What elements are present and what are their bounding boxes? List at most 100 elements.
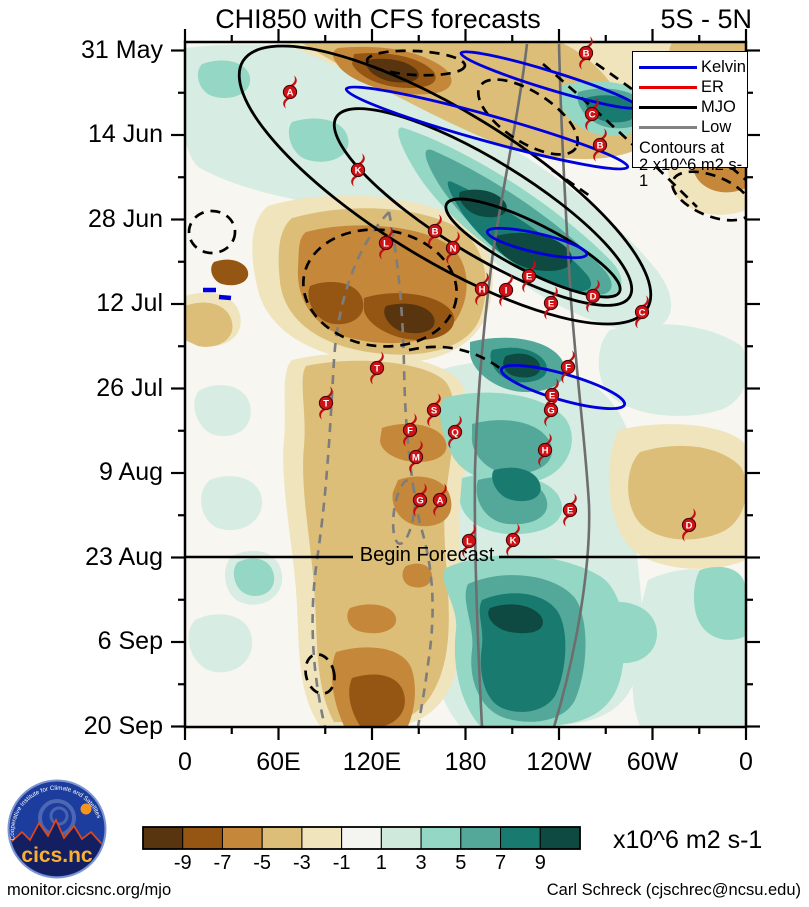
ellipse-shape [444, 197, 622, 299]
text-shape: S [431, 405, 437, 416]
path-shape [628, 445, 746, 540]
storm-marker-M: M [408, 440, 424, 474]
path-shape [579, 58, 588, 70]
path-shape [480, 272, 489, 284]
path-shape [585, 119, 594, 131]
x-tick-label: 60W [626, 748, 679, 776]
text-shape: H [479, 284, 486, 295]
logo-sun [80, 803, 92, 815]
colorbar-segment [261, 826, 303, 850]
text-shape: T [323, 398, 329, 409]
colorbar-tick-label: -3 [293, 852, 311, 874]
low-line-swatch [639, 125, 697, 129]
x-tick-label: 120E [342, 748, 402, 776]
chart-title: CHI850 with CFS forecasts [215, 4, 541, 34]
colorbar [142, 826, 581, 850]
x-tick-label: 120W [526, 748, 592, 776]
colorbar-tick-label: 3 [415, 852, 427, 874]
path-shape [188, 614, 253, 673]
contour-note-line1: Contours at [639, 139, 725, 157]
text-shape: L [466, 536, 472, 547]
text-shape: H [542, 445, 549, 456]
colorbar-units: x10^6 m2 s-1 [613, 826, 763, 854]
text-shape: L [383, 238, 389, 249]
circle-shape [474, 281, 490, 297]
colorbar-segment [420, 826, 462, 850]
path-shape [448, 437, 457, 449]
path-shape [640, 295, 649, 307]
path-shape [211, 259, 249, 286]
circle-shape [378, 235, 394, 251]
storm-marker-A: A [282, 75, 298, 109]
x-tick-label: 0 [739, 748, 753, 776]
text-shape: F [407, 425, 413, 436]
path-shape [598, 324, 746, 416]
colorbar-tick-label: 7 [494, 852, 507, 874]
path-shape [375, 351, 384, 363]
text-shape: B [583, 48, 590, 59]
colorbar-segment [460, 826, 502, 850]
circle-shape [447, 424, 463, 440]
colorbar-tick-label: -1 [332, 852, 351, 874]
path-shape [581, 52, 746, 182]
storm-marker-K: K [350, 153, 366, 187]
cicsnc-logo: cics.nc Cooperative Institute for Climat… [7, 779, 107, 879]
path-shape [349, 674, 405, 726]
y-tick-label: 20 Sep [83, 711, 163, 740]
y-tick-label: 6 Sep [97, 627, 163, 655]
path-shape [446, 253, 455, 265]
path-shape [402, 563, 432, 588]
storm-marker-B: B [427, 214, 443, 248]
path-shape [428, 236, 437, 248]
y-tick-label: 14 Jun [87, 120, 163, 148]
path-shape [488, 604, 543, 634]
text-shape: T [374, 363, 380, 374]
contour-note: Contours at 2 x10^6 m2 s-1 [639, 140, 747, 190]
circle-shape [461, 533, 477, 549]
text-shape: N [450, 243, 457, 254]
x-tick-label: 60E [256, 748, 301, 776]
path-shape [682, 530, 691, 542]
path-shape [549, 286, 558, 298]
ellipse-shape [485, 226, 589, 260]
text-shape: B [597, 140, 604, 151]
text-shape: D [590, 291, 597, 302]
colorbar-frame [142, 826, 581, 850]
colorbar-tick-label: -7 [213, 852, 232, 874]
circle-shape [408, 449, 424, 465]
colorbar-tick-label: -9 [173, 852, 192, 874]
logo-swirl-inner [49, 806, 69, 826]
circle-shape [402, 422, 418, 438]
y-tick-label: 12 Jul [96, 289, 163, 317]
path-shape [561, 372, 570, 384]
storm-marker-D: D [681, 508, 697, 542]
text-shape: A [287, 87, 294, 98]
logo-mountains [10, 818, 104, 876]
storm-marker-B: B [578, 36, 594, 70]
circle-shape [578, 45, 594, 61]
path-shape [379, 248, 388, 260]
path-shape [408, 345, 506, 374]
storm-marker-E: E [543, 286, 559, 320]
colorbar-tick-label: 1 [375, 852, 387, 874]
path-shape [568, 493, 577, 505]
text-shape: G [547, 405, 554, 416]
text-shape: E [549, 390, 555, 401]
path-shape [347, 604, 397, 634]
legend-row-er: ER [639, 77, 747, 97]
ellipse-shape [304, 652, 336, 696]
storm-marker-E: E [544, 378, 560, 412]
ellipse-shape [301, 228, 459, 348]
path-shape [544, 308, 553, 320]
circle-shape [634, 304, 650, 320]
text-shape: E [526, 271, 532, 282]
text-shape: C [639, 307, 646, 318]
storm-marker-I: I [498, 273, 514, 307]
path-shape [693, 566, 746, 640]
circle-shape [350, 162, 366, 178]
text-shape: D [686, 520, 693, 531]
path-shape [593, 150, 602, 162]
er-line-swatch [639, 85, 697, 89]
path-shape [218, 294, 232, 301]
circle-shape [318, 395, 334, 411]
